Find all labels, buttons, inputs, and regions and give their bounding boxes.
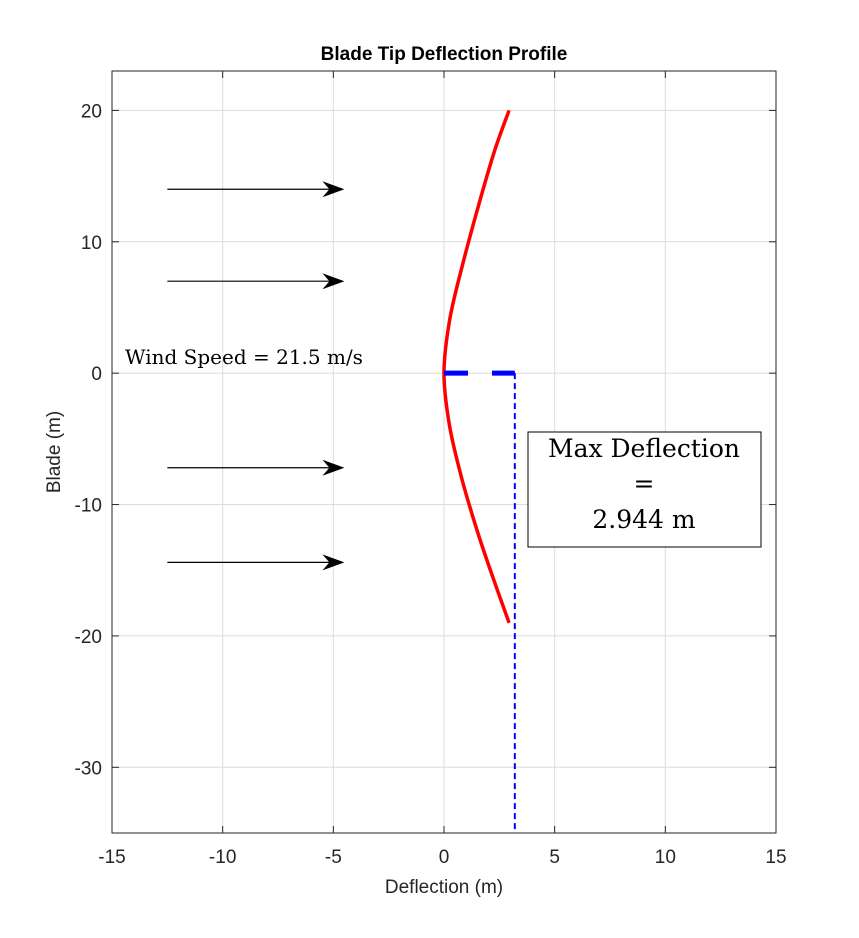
- y-tick-label: -30: [75, 758, 102, 779]
- max-deflection-label: Max Deflection: [548, 434, 740, 463]
- wind-arrow-head: [322, 181, 345, 198]
- chart-title: Blade Tip Deflection Profile: [321, 44, 568, 65]
- y-tick-label: 20: [81, 101, 102, 122]
- y-tick-label: -10: [75, 496, 102, 517]
- x-tick-label: 0: [439, 847, 450, 868]
- axis-ticks: [111, 71, 777, 833]
- x-tick-label: 15: [765, 847, 786, 868]
- y-tick-label: 0: [91, 364, 102, 385]
- x-tick-label: -10: [209, 847, 236, 868]
- y-axis-label: Blade (m): [44, 411, 65, 493]
- wind-arrow-head: [322, 459, 345, 476]
- max-deflection-value: 2.944 m: [592, 505, 696, 534]
- x-tick-label: 10: [655, 847, 676, 868]
- x-tick-label: -5: [325, 847, 342, 868]
- wind-speed-label: Wind Speed = 21.5 m/s: [125, 345, 363, 369]
- x-tick-label: -15: [98, 847, 125, 868]
- annotations: Wind Speed = 21.5 m/s Max Deflection = 2…: [125, 345, 762, 548]
- data-layer: [167, 109, 516, 833]
- y-tick-label: 10: [81, 233, 102, 254]
- max-deflection-box: [527, 431, 762, 548]
- wind-arrow-head: [322, 273, 345, 290]
- wind-arrow-head: [322, 554, 345, 571]
- x-axis-label: Deflection (m): [385, 877, 503, 898]
- y-tick-label: -20: [75, 627, 102, 648]
- max-deflection-equals: =: [634, 469, 655, 498]
- x-tick-label: 5: [549, 847, 560, 868]
